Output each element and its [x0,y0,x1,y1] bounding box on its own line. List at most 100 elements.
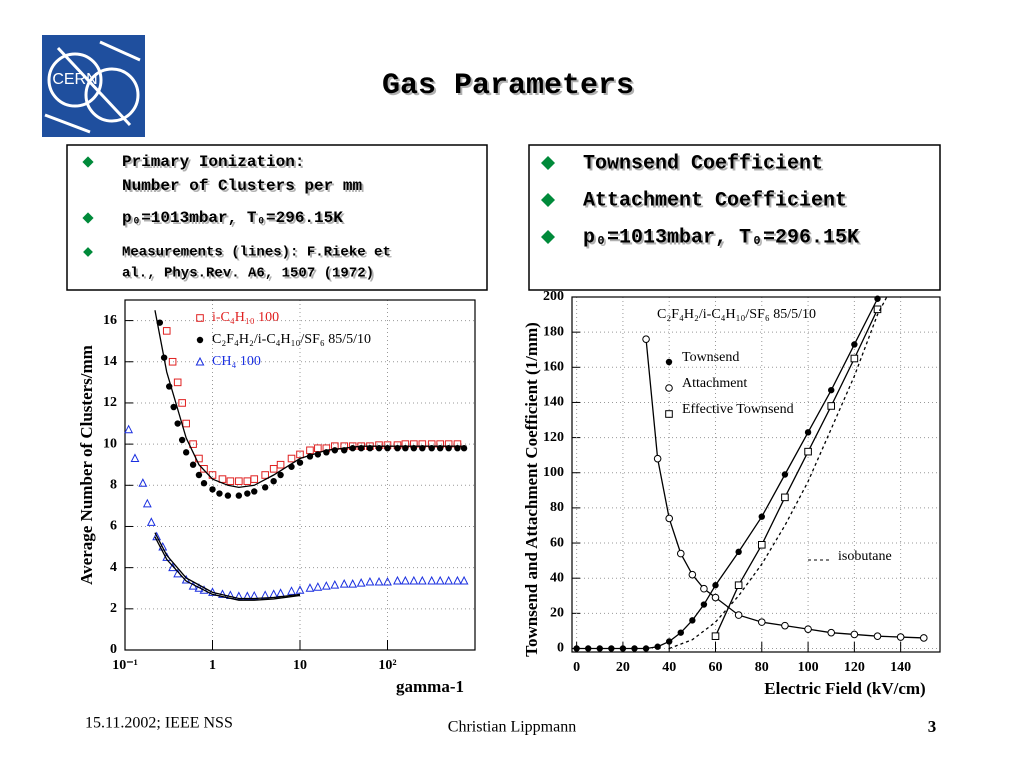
x-tick-label: 80 [755,660,769,675]
x-tick-label: 120 [844,660,865,675]
x-tick-label: 1 [209,658,216,673]
x-tick-label: 100 [798,660,819,675]
data-point [653,454,662,463]
x-tick-label: 10² [378,658,396,673]
bullet [82,212,94,224]
data-point [757,618,766,626]
data-point [276,460,285,469]
data-point [608,645,615,652]
plot-frame [124,299,476,651]
data-point [200,465,208,473]
data-point [409,575,419,585]
y-tick-label: 2 [110,601,117,616]
data-point [287,586,296,595]
data-point [277,471,284,479]
data-point [313,582,323,591]
data-point [234,591,244,600]
logo-ring [47,52,103,108]
data-point [235,492,243,499]
bullet-text: p₀=1013mbar, T₀=296.15K [583,226,859,249]
data-point [827,402,836,410]
curve [154,536,301,601]
data-point [331,447,339,454]
data-point [349,445,356,452]
data-point [270,477,277,485]
plot-area [572,297,940,652]
data-point [339,579,349,588]
data-point [173,378,182,387]
data-point [261,471,269,479]
legend-label: Effective Townsend [682,402,794,417]
footer-author: Christian Lippmann [448,719,576,736]
data-point [195,356,205,366]
data-point [453,575,462,585]
footer-date: 15.11.2002; IEEE NSS [85,715,233,732]
data-point [781,493,789,502]
data-point [417,575,427,585]
bullet [83,247,93,257]
data-point [642,335,650,343]
y-tick-label: 120 [543,430,564,445]
data-point [665,514,674,523]
data-point [804,625,812,633]
plot-area [125,300,475,650]
data-point [919,634,928,642]
data-point [182,419,190,428]
data-point [182,449,190,456]
slide-title: Gas Parameters [382,69,634,103]
data-point [295,585,305,594]
data-point [873,632,882,640]
data-point [711,632,720,640]
x-tick-label: 20 [616,660,630,675]
data-point [619,645,627,652]
y-tick-label: 200 [543,289,564,304]
data-point [130,453,140,463]
data-point [400,575,410,585]
y-tick-label: 8 [110,478,117,493]
data-point [459,575,469,585]
legend-label: i-C₄H₁₀ 100 [212,310,279,325]
y-tick-label: 20 [550,606,564,621]
x-tick-label: 40 [662,660,676,675]
data-point [250,475,259,483]
data-point [296,450,304,459]
y-axis-title: Average Number of Clusters/mm [77,345,96,585]
data-point [168,357,177,366]
data-point [896,633,905,641]
data-point [224,492,232,499]
data-point [216,490,223,497]
data-point [242,591,252,600]
legend-label: isobutane [838,549,892,564]
data-point [676,549,685,558]
data-point [700,584,708,593]
data-point [758,513,765,520]
data-point [383,576,392,586]
y-tick-label: 140 [543,395,564,410]
data-point [734,611,743,619]
legend-label: Attachment [682,376,747,391]
bullet [541,156,555,170]
data-point [711,593,720,602]
data-point [393,575,402,585]
data-point [427,575,437,585]
data-point [235,477,243,485]
data-point [162,327,171,335]
data-point [226,477,235,485]
x-tick-label: 10⁻¹ [112,658,138,673]
x-tick-label: 10 [293,658,307,673]
data-point [688,570,697,579]
page-number: 3 [928,717,937,736]
data-point [196,314,204,322]
y-axis-title: Townsend and Attachment Coefficient (1/m… [522,322,541,657]
text-box [66,144,488,291]
y-tick-label: 4 [110,560,117,575]
legend-label: C₂F₄H₂/i-C₄H₁₀/SF₆ 85/5/10 [212,332,371,347]
data-point [251,488,258,495]
data-point [209,486,216,493]
y-tick-label: 10 [103,436,117,451]
data-point [804,447,812,456]
data-point [296,459,304,466]
data-point [195,471,203,479]
data-point [666,638,673,645]
chart: 0 20 40 60 80 100 120 140 160 180 200 0 20 40 60 80 100 1… [522,289,941,698]
